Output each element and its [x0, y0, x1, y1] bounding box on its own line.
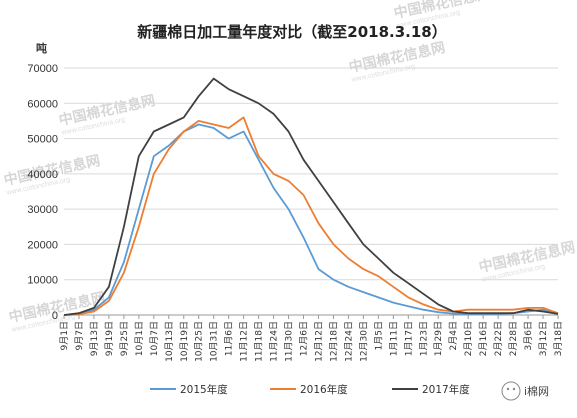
series-layer	[63, 77, 559, 316]
x-tick-label: 11月24日	[269, 321, 280, 362]
series-line-2	[63, 77, 559, 316]
y-axis-unit: 吨	[36, 41, 47, 55]
x-tick-label: 2月16日	[478, 321, 489, 356]
x-tick-label: 11月30日	[284, 321, 295, 362]
x-tick-label: 12月12日	[313, 321, 324, 362]
legend-label: 2017年度	[422, 383, 470, 396]
x-tick-label: 1月17日	[403, 321, 414, 356]
x-tick-label: 10月31日	[209, 321, 220, 362]
wechat-icon-eye	[506, 387, 510, 391]
x-tick-label: 10月7日	[149, 321, 160, 356]
x-tick-label: 10月13日	[164, 321, 175, 362]
x-tick-label: 11月6日	[224, 321, 235, 356]
x-tick-label: 3月18日	[553, 321, 564, 356]
x-tick-label: 10月19日	[179, 321, 190, 362]
x-tick-label: 12月24日	[343, 321, 354, 362]
series-line-1	[63, 116, 559, 316]
y-tick-label: 20000	[27, 239, 58, 251]
x-tick-label: 12月30日	[358, 321, 369, 362]
wechat-icon	[501, 381, 521, 401]
legend: 2015年度 2016年度 2017年度	[150, 383, 470, 396]
y-tick-label: 30000	[27, 204, 58, 216]
y-tick-label: 10000	[27, 275, 58, 287]
x-tick-label: 12月18日	[328, 321, 339, 362]
x-tick-label: 9月7日	[74, 321, 85, 350]
chart-title: 新疆棉日加工量年度对比（截至2018.3.18）	[137, 23, 446, 41]
x-tick-label: 9月19日	[104, 321, 115, 356]
wechat-icon-eye	[512, 387, 516, 391]
x-tick-label: 1月29日	[433, 321, 444, 356]
x-tick-label: 2月28日	[508, 321, 519, 356]
x-tick-label: 1月23日	[418, 321, 429, 356]
legend-label: 2015年度	[180, 383, 228, 396]
x-tick-label: 3月12日	[538, 321, 549, 356]
y-tick-label: 70000	[27, 63, 58, 75]
x-axis-ticks: 9月1日 9月7日 9月13日 9月19日 9月25日 10月1日 10月7日 10月13日 1…	[59, 315, 564, 362]
x-tick-label: 1月5日	[373, 321, 384, 350]
x-tick-label: 2月22日	[493, 321, 504, 356]
y-tick-label: 50000	[27, 134, 58, 146]
x-tick-label: 9月13日	[89, 321, 100, 356]
y-axis-ticks: 0 10000 20000 30000 40000 50000 60000 70000	[27, 63, 58, 322]
x-tick-label: 10月25日	[194, 321, 205, 362]
x-tick-label: 1月11日	[388, 321, 399, 356]
brand-badge: i棉网	[501, 381, 549, 401]
legend-label: 2016年度	[300, 383, 348, 396]
x-tick-label: 9月1日	[59, 321, 70, 350]
brand-label: i棉网	[524, 384, 549, 398]
y-tick-label: 0	[52, 310, 58, 322]
x-tick-label: 2月10日	[463, 321, 474, 356]
y-tick-label: 60000	[27, 98, 58, 110]
x-tick-label: 12月6日	[299, 321, 310, 356]
x-tick-label: 2月4日	[448, 321, 459, 350]
x-tick-label: 10月1日	[134, 321, 145, 356]
x-tick-label: 3月6日	[523, 321, 534, 350]
x-tick-label: 11月12日	[239, 321, 250, 362]
x-tick-label: 9月25日	[119, 321, 130, 356]
y-tick-label: 40000	[27, 169, 58, 181]
x-tick-label: 11月18日	[254, 321, 265, 362]
